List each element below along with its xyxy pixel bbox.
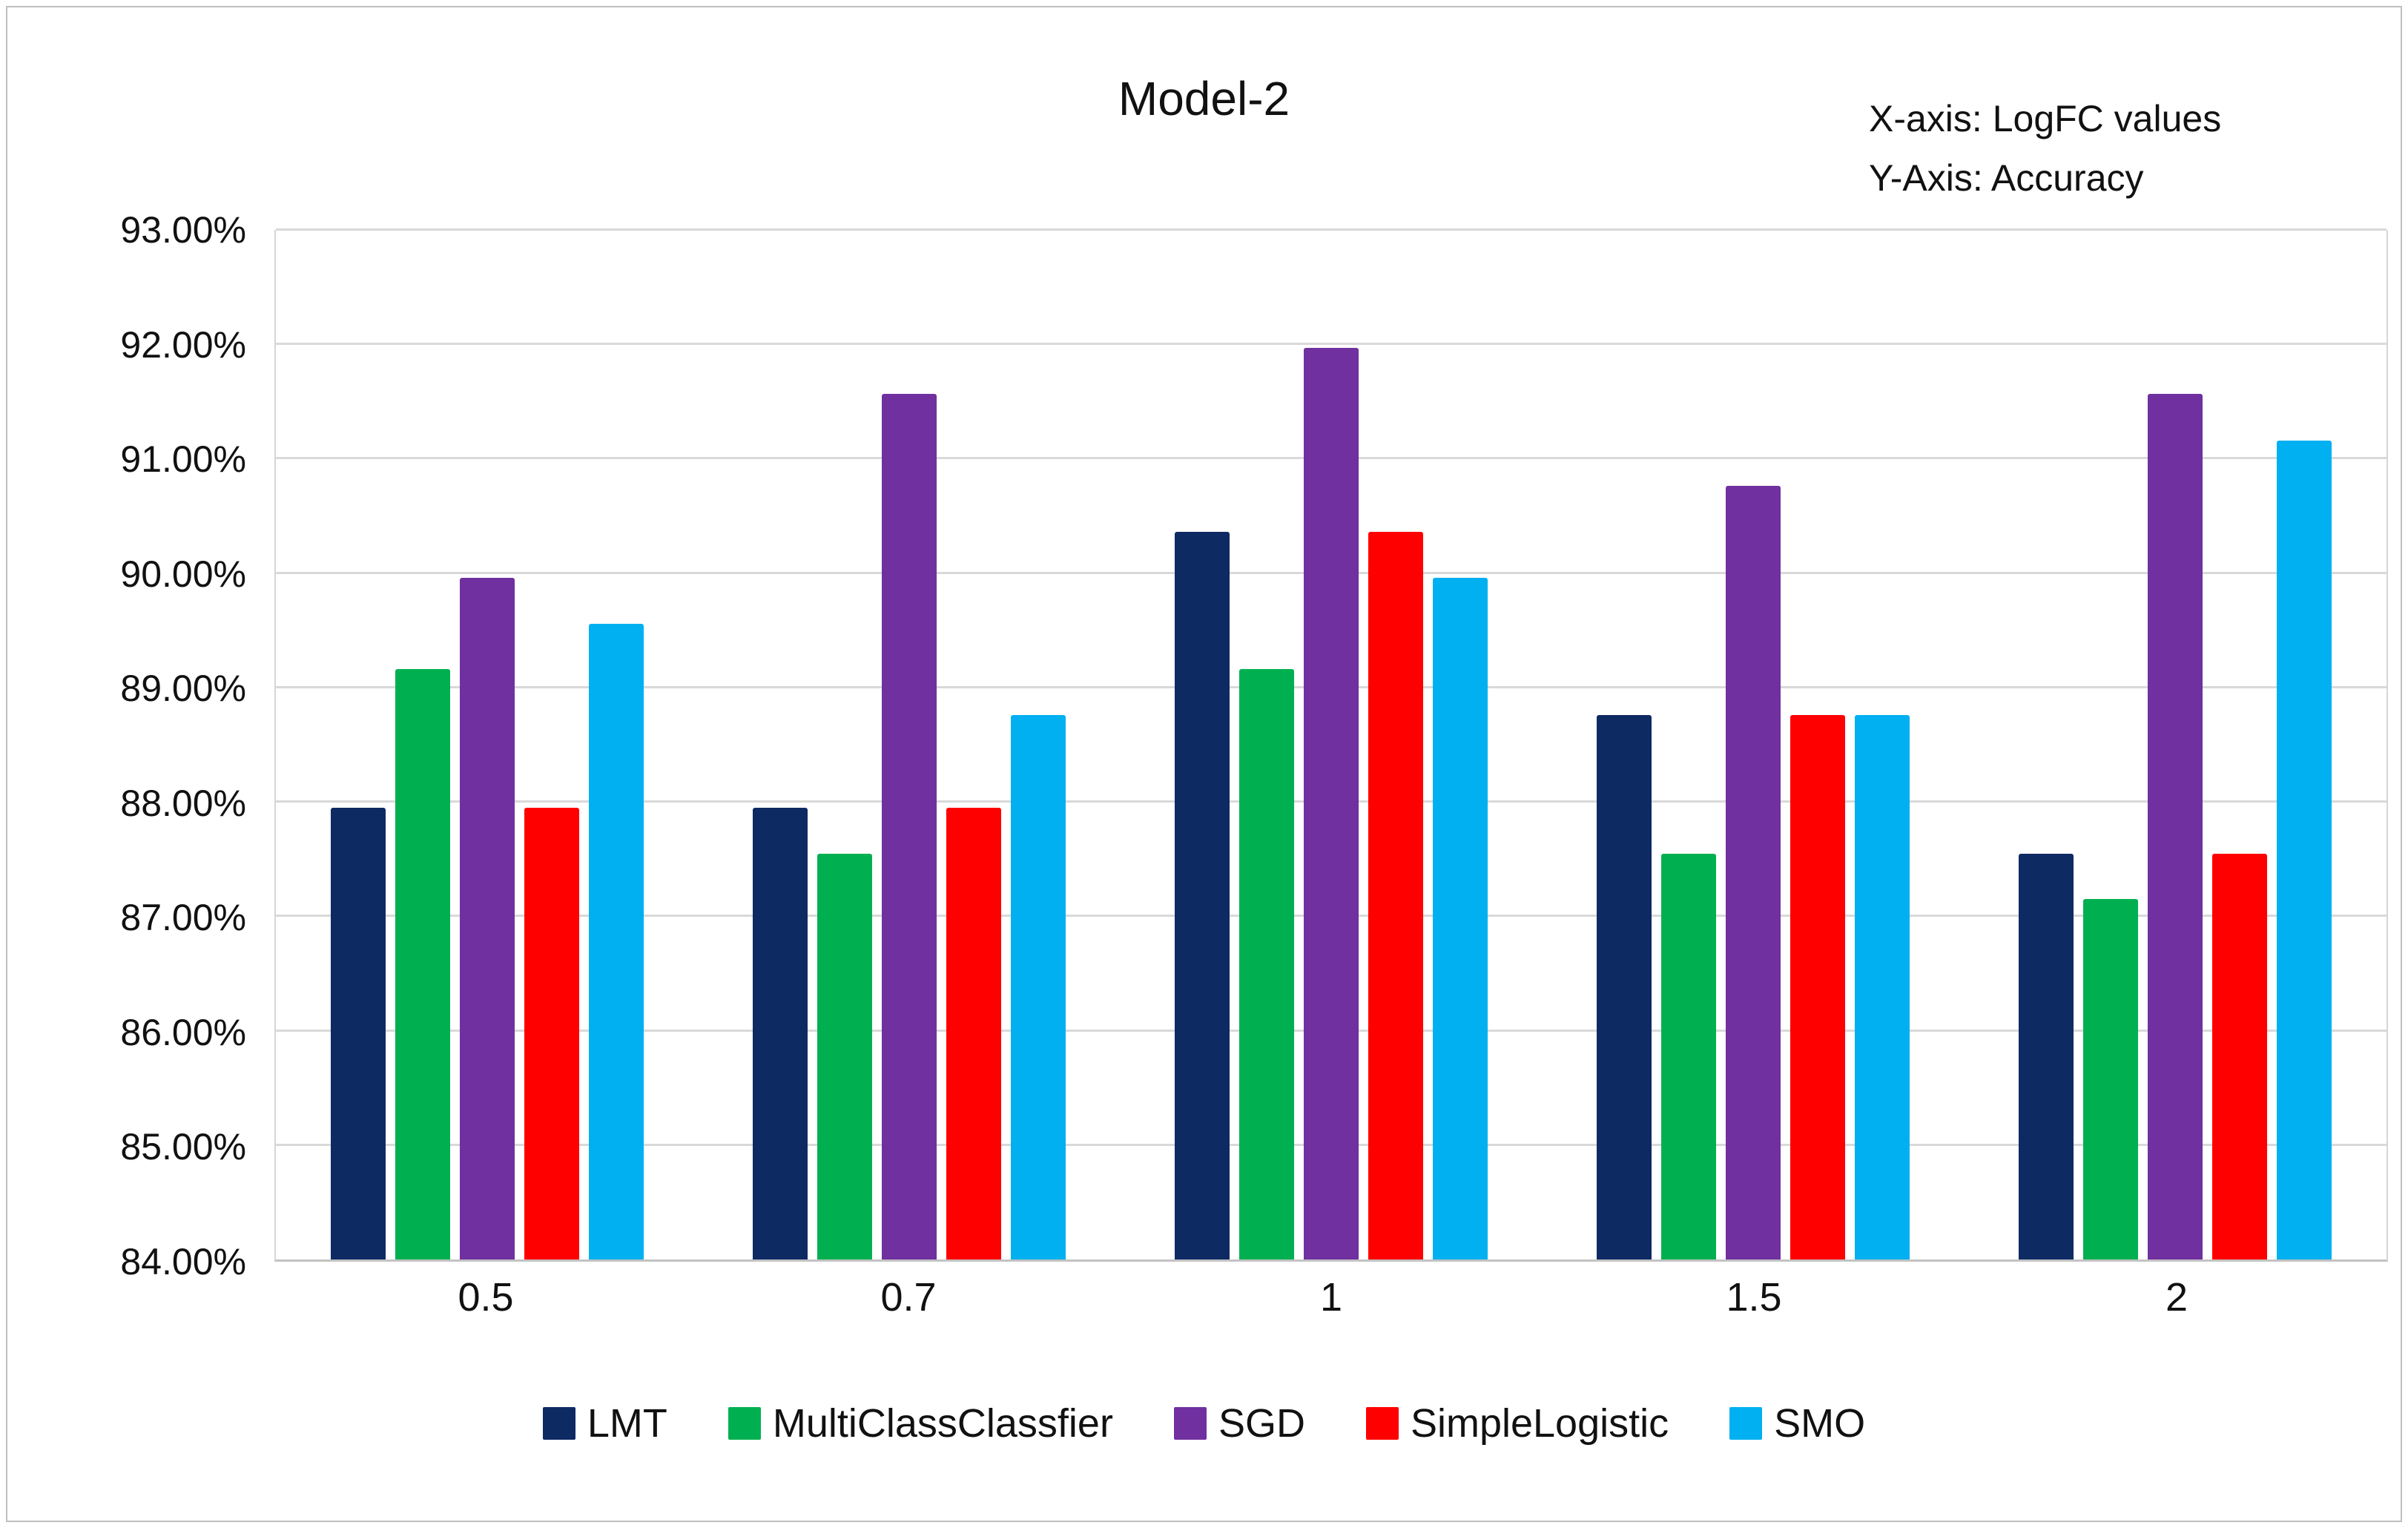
legend-item-SGD: SGD [1173, 1400, 1305, 1446]
legend-swatch-icon [728, 1407, 761, 1440]
y-axis-annotation: Y-Axis: Accuracy [1869, 157, 2144, 199]
legend-label: LMT [587, 1401, 667, 1446]
x-tick-label-0.7: 0.7 [880, 1275, 937, 1320]
legend-label: SMO [1774, 1401, 1866, 1446]
bar-MultiClassClassfier-0.7 [817, 853, 872, 1259]
bar-SimpleLogistic-0.7 [946, 807, 1001, 1259]
legend: LMT MultiClassClassfier SGD SimpleLogistic S… [7, 1400, 2401, 1446]
plot-area [274, 228, 2388, 1262]
x-axis-tick-labels: 0.5 0.7 1 1.5 2 [274, 1274, 2388, 1320]
bar-SGD-0.5 [459, 577, 515, 1259]
bar-SimpleLogistic-0.5 [524, 807, 579, 1259]
legend-swatch-icon [1173, 1407, 1207, 1440]
legend-swatch-icon [1729, 1407, 1763, 1440]
y-tick-label: 85.00% [120, 1126, 246, 1168]
bar-SMO-0.5 [588, 623, 644, 1259]
bar-MultiClassClassfier-1 [1239, 669, 1294, 1259]
legend-swatch-icon [542, 1407, 575, 1440]
legend-label: SimpleLogistic [1410, 1401, 1669, 1446]
legend-item-SMO: SMO [1729, 1400, 1865, 1446]
y-axis-tick-labels: 84.00% 85.00% 86.00% 87.00% 88.00% 89.00% 90.0… [7, 209, 255, 1282]
x-tick-label-0.5: 0.5 [458, 1275, 514, 1320]
axis-annotation: X-axis: LogFC values Y-Axis: Accuracy [1869, 89, 2221, 208]
bar-LMT-0.7 [752, 807, 808, 1259]
x-tick-label-1.5: 1.5 [1726, 1275, 1782, 1320]
bar-SGD-2 [2148, 393, 2203, 1259]
legend-item-LMT: LMT [542, 1400, 667, 1446]
bar-SGD-1 [1304, 347, 1359, 1259]
y-tick-label: 89.00% [120, 668, 246, 710]
bar-MultiClassClassfier-2 [2083, 899, 2139, 1259]
bar-group-1.5 [1543, 230, 1965, 1259]
bar-group-2 [1965, 230, 2386, 1259]
x-axis-annotation: X-axis: LogFC values [1869, 98, 2222, 139]
legend-label: MultiClassClassfier [772, 1401, 1113, 1446]
bar-LMT-2 [2019, 853, 2074, 1259]
y-tick-label: 91.00% [120, 438, 246, 481]
x-tick-label-2: 2 [2165, 1275, 2188, 1320]
bar-SMO-2 [2277, 440, 2332, 1259]
bar-SMO-1 [1433, 577, 1488, 1259]
chart-frame: Model-2 X-axis: LogFC values Y-Axis: Acc… [6, 6, 2402, 1522]
bar-group-0.5 [276, 230, 698, 1259]
y-tick-label: 84.00% [120, 1241, 246, 1282]
bar-MultiClassClassfier-1.5 [1661, 853, 1717, 1259]
y-tick-label: 90.00% [120, 553, 246, 595]
bar-LMT-1 [1175, 532, 1230, 1259]
bar-SMO-0.7 [1010, 714, 1066, 1259]
chart-title: Model-2 [1118, 72, 1290, 125]
bar-SMO-1.5 [1855, 714, 1910, 1259]
y-tick-label: 93.00% [120, 209, 246, 251]
bar-SGD-1.5 [1726, 486, 1781, 1259]
bar-MultiClassClassfier-0.5 [395, 669, 450, 1259]
bar-SimpleLogistic-1.5 [1790, 714, 1846, 1259]
legend-item-SimpleLogistic: SimpleLogistic [1365, 1400, 1669, 1446]
x-tick-label-1: 1 [1319, 1275, 1343, 1320]
bar-group-0.7 [698, 230, 1120, 1259]
bar-SGD-0.7 [881, 393, 937, 1259]
bar-groups [276, 230, 2386, 1259]
legend-label: SGD [1218, 1401, 1305, 1446]
legend-item-MultiClassClassfier: MultiClassClassfier [728, 1400, 1113, 1446]
y-tick-label: 86.00% [120, 1011, 246, 1053]
bar-SimpleLogistic-1 [1368, 532, 1423, 1259]
y-tick-label: 88.00% [120, 782, 246, 824]
bar-LMT-1.5 [1597, 714, 1652, 1259]
bar-group-1 [1120, 230, 1542, 1259]
legend-swatch-icon [1365, 1407, 1399, 1440]
y-tick-label: 92.00% [120, 323, 246, 366]
bar-LMT-0.5 [330, 807, 386, 1259]
bar-SimpleLogistic-2 [2212, 853, 2268, 1259]
y-tick-label: 87.00% [120, 897, 246, 939]
